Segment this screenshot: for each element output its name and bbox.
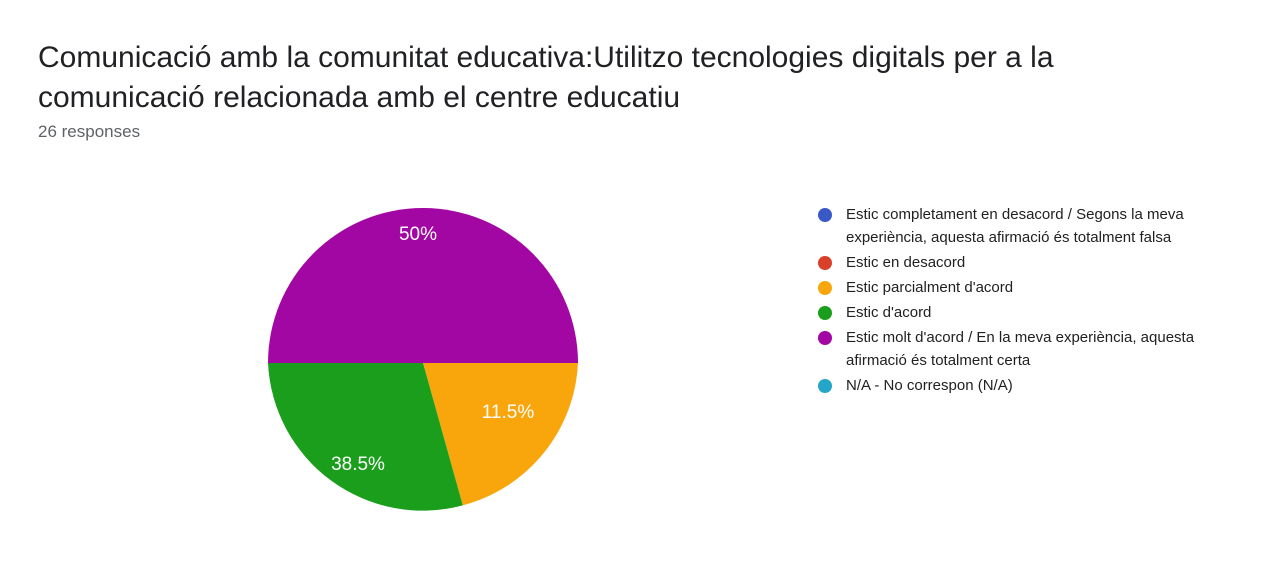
svg-text:11.5%: 11.5% <box>482 402 535 423</box>
svg-text:50%: 50% <box>399 224 437 245</box>
svg-text:38.5%: 38.5% <box>331 454 385 475</box>
